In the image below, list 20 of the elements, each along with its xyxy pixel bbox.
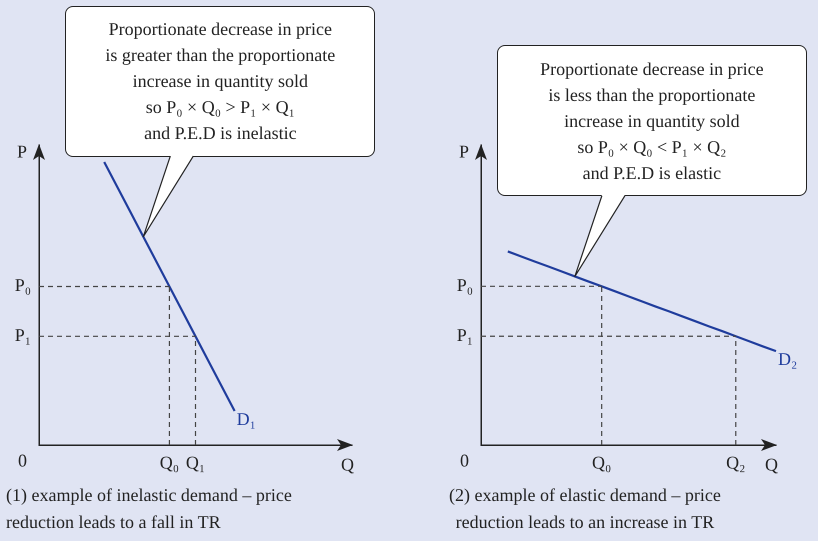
x-axis-title: Q bbox=[341, 454, 354, 475]
series-label: D₂ bbox=[778, 348, 798, 369]
x-tick-label: Q₂ bbox=[726, 452, 746, 473]
ref-line-label: P₁ bbox=[14, 325, 31, 346]
series-label: D₁ bbox=[236, 408, 256, 429]
y-axis-title: P bbox=[458, 142, 469, 162]
x-tick-label: Q₀ bbox=[160, 452, 180, 473]
text: Proportionate decrease in price is greater than the proportionate increase in quantity sold so P₀ × Q₀ > P₁ × Q₁ and P.E.D is inelastic bbox=[65, 6, 376, 157]
text: 0 bbox=[18, 450, 27, 471]
y-axis-title: P bbox=[16, 142, 27, 162]
text: (1) example of inelastic demand – price reduction leads to a fall in TR bbox=[6, 484, 292, 534]
text: Proportionate decrease in price is less than the proportionate increase in quantity sold so P₀ × Q₀ < P₁ × Q₂ and P.E.D is elastic bbox=[496, 45, 807, 196]
ref-line-label: P₀ bbox=[14, 275, 31, 296]
ref-line-label: P₀ bbox=[456, 275, 473, 296]
text: (2) example of elastic demand – price reduction leads to an increase in TR bbox=[449, 484, 721, 534]
text: 0 bbox=[460, 450, 469, 471]
x-tick-label: Q₀ bbox=[592, 452, 612, 473]
x-axis-title: Q bbox=[765, 454, 778, 475]
ref-line-label: P₁ bbox=[456, 324, 473, 345]
x-tick-label: Q₁ bbox=[186, 452, 206, 473]
